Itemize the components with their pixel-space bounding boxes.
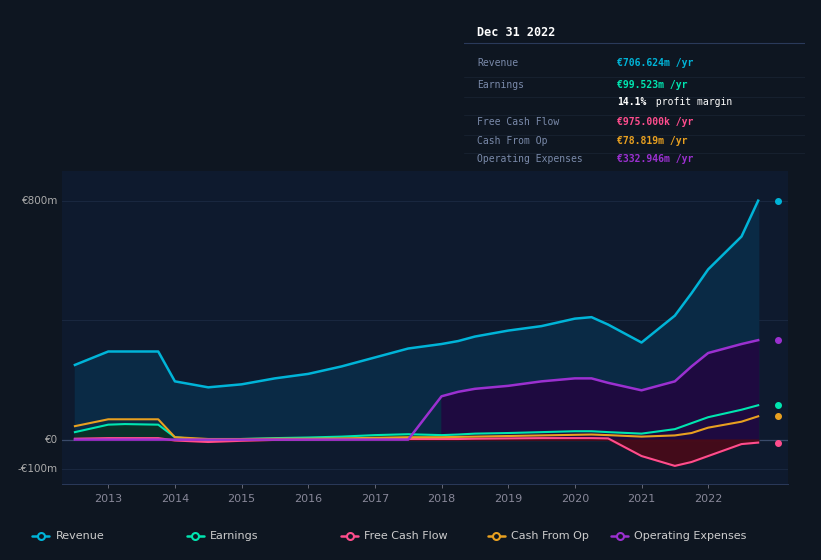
Text: €975.000k /yr: €975.000k /yr xyxy=(617,117,694,127)
Text: Dec 31 2022: Dec 31 2022 xyxy=(478,26,556,39)
Text: Free Cash Flow: Free Cash Flow xyxy=(478,117,560,127)
Text: €332.946m /yr: €332.946m /yr xyxy=(617,154,694,164)
Text: profit margin: profit margin xyxy=(649,97,732,108)
Text: €99.523m /yr: €99.523m /yr xyxy=(617,80,688,90)
Text: Revenue: Revenue xyxy=(56,531,104,541)
Text: Cash From Op: Cash From Op xyxy=(511,531,589,541)
Text: Revenue: Revenue xyxy=(478,58,519,68)
Text: Free Cash Flow: Free Cash Flow xyxy=(365,531,447,541)
Text: Earnings: Earnings xyxy=(478,80,525,90)
Text: €78.819m /yr: €78.819m /yr xyxy=(617,136,688,146)
Text: Cash From Op: Cash From Op xyxy=(478,136,548,146)
Text: Operating Expenses: Operating Expenses xyxy=(635,531,746,541)
Text: 14.1%: 14.1% xyxy=(617,97,647,108)
Text: Operating Expenses: Operating Expenses xyxy=(478,154,583,164)
Text: -€100m: -€100m xyxy=(18,464,58,474)
Text: €800m: €800m xyxy=(21,195,58,206)
Text: €0: €0 xyxy=(45,435,58,445)
Text: Earnings: Earnings xyxy=(210,531,259,541)
Text: €706.624m /yr: €706.624m /yr xyxy=(617,58,694,68)
